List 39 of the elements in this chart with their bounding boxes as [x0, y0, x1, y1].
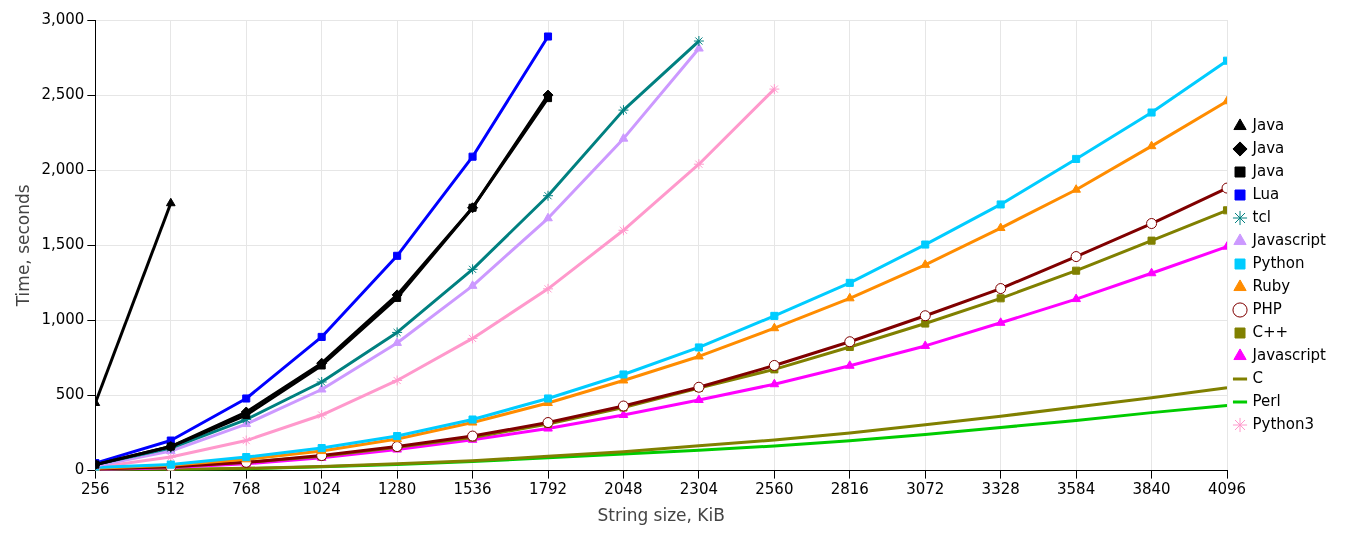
x-tick-label: 3072 [906, 480, 945, 499]
y-tick-label: 1,000 [41, 310, 85, 329]
x-tick-label: 2048 [604, 480, 643, 499]
y-tick-label: 0 [74, 460, 85, 479]
x-tick-label: 1280 [378, 480, 417, 499]
x-tick-label: 768 [231, 480, 261, 499]
x-tick-label: 4096 [1207, 480, 1247, 499]
legend-label: C [1252, 368, 1263, 387]
x-tick-label: 3328 [981, 480, 1020, 499]
x-tick-label: 3584 [1057, 480, 1096, 499]
y-tick-label: 2,500 [41, 84, 85, 103]
legend-label: Python [1252, 253, 1305, 272]
x-tick-label: 1792 [528, 480, 568, 499]
x-tick-label: 2304 [679, 480, 718, 499]
legend-label: PHP [1252, 299, 1282, 318]
legend-label: Ruby [1252, 276, 1291, 295]
legend-label: tcl [1252, 207, 1271, 226]
legend-label: Javascript [1251, 345, 1327, 364]
legend-label: Javascript [1251, 230, 1327, 249]
y-tick-label: 3,000 [41, 9, 85, 28]
y-tick-label: 1,500 [41, 235, 85, 254]
legend-label: Java [1251, 161, 1285, 180]
x-tick-label: 3840 [1132, 480, 1171, 499]
x-axis-title: String size, KiB [597, 505, 725, 526]
x-tick-label: 2816 [830, 480, 869, 499]
x-tick-label: 1024 [302, 480, 341, 499]
y-tick-label: 500 [55, 385, 85, 404]
legend-label: Lua [1252, 184, 1280, 203]
legend-label: Java [1251, 115, 1285, 134]
legend-label: Perl [1252, 391, 1281, 410]
legend-label: Java [1251, 138, 1285, 157]
y-tick-label: 2,000 [41, 160, 85, 179]
x-tick-label: 1536 [453, 480, 492, 499]
x-tick-label: 256 [81, 480, 110, 499]
x-tick-label: 2560 [755, 480, 794, 499]
legend-label: C++ [1252, 322, 1289, 341]
x-tick-label: 512 [156, 480, 186, 499]
legend-label: Python3 [1252, 414, 1315, 433]
y-axis-title: Time, seconds [12, 184, 33, 308]
